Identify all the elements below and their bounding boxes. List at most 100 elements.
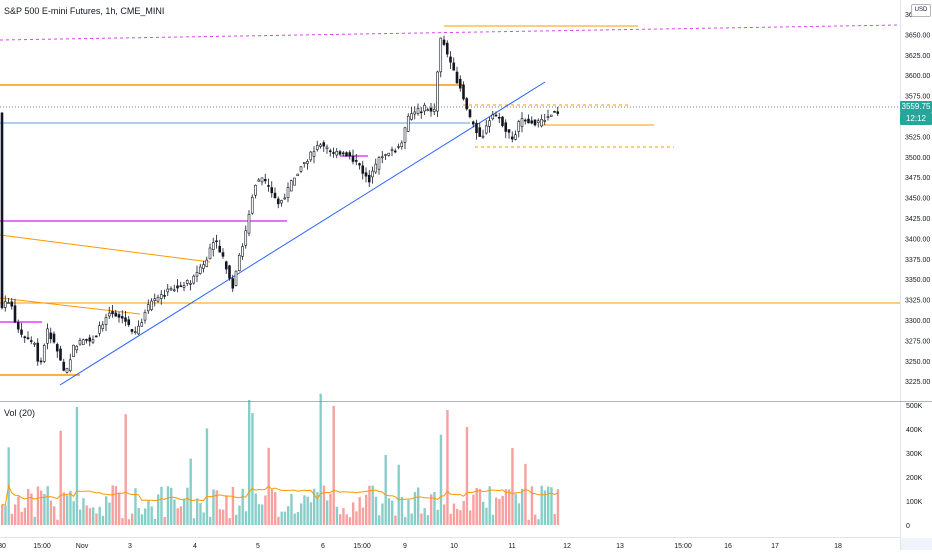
volume-bar: [189, 458, 192, 525]
price-axis[interactable]: 3675.003650.003625.003600.003575.003550.…: [905, 12, 930, 386]
candle-body: [163, 295, 166, 297]
volume-bar: [209, 516, 212, 525]
candle-body: [319, 144, 322, 147]
volume-bar: [485, 507, 488, 525]
volume-bar: [394, 515, 397, 525]
volume-bar: [14, 504, 17, 525]
volume-bar: [306, 496, 309, 525]
candle-body: [20, 329, 23, 335]
candle-body: [75, 345, 79, 351]
volume-tick-label: 400K: [906, 427, 923, 434]
volume-bar: [426, 515, 430, 525]
drawings-layer[interactable]: [0, 24, 901, 386]
volume-bar: [10, 513, 14, 525]
candle-body: [62, 361, 66, 371]
candle-body: [88, 337, 92, 342]
candle-body: [471, 121, 475, 125]
blue-uptrend-line[interactable]: [59, 81, 546, 386]
volume-bar: [166, 486, 170, 525]
volume-bar: [235, 514, 238, 525]
orange-trendline-lower[interactable]: [0, 297, 141, 315]
volume-bar: [404, 517, 407, 525]
volume-bar: [452, 503, 456, 525]
volume-bar: [339, 514, 342, 525]
candle-body: [81, 339, 85, 346]
candle-body: [46, 328, 49, 344]
candle-body: [250, 196, 254, 214]
volume-bar: [46, 486, 49, 525]
candle-body: [403, 127, 407, 143]
volume-bar: [300, 503, 303, 525]
candle-body: [322, 142, 326, 147]
volume-bar: [553, 514, 556, 525]
orange-trendline-descending[interactable]: [0, 234, 211, 263]
volume-bar: [456, 508, 459, 525]
volume-bar: [218, 509, 222, 525]
candle-body: [296, 173, 300, 177]
volume-bar: [20, 511, 23, 525]
volume-bar: [101, 515, 105, 525]
candlestick-series[interactable]: [0, 35, 560, 374]
candle-body: [182, 285, 186, 288]
candle-body: [26, 337, 30, 340]
price-tick-label: 3625.00: [905, 53, 930, 60]
time-tick-label: 16: [724, 543, 732, 550]
volume-bar: [49, 500, 53, 525]
volume-bar: [27, 489, 30, 525]
candle-body: [241, 246, 244, 257]
volume-bar: [517, 503, 521, 525]
volume-legend[interactable]: Vol (20): [4, 408, 36, 418]
volume-tick-label: 200K: [906, 475, 923, 482]
volume-bar: [212, 489, 215, 525]
axis-corner[interactable]: [901, 538, 932, 550]
volume-bar: [85, 505, 88, 525]
volume-bar: [82, 498, 85, 525]
candle-body: [481, 135, 485, 138]
volume-bar: [459, 510, 462, 525]
volume-bar: [69, 490, 72, 525]
magenta-dashed-trendline[interactable]: [0, 24, 901, 41]
volume-bar: [17, 496, 20, 525]
candle-body: [166, 288, 170, 293]
price-tick-label: 3250.00: [905, 359, 930, 366]
volume-bar: [342, 508, 345, 525]
volume-bar: [264, 495, 267, 525]
candle-body: [517, 121, 521, 132]
candle-body: [42, 345, 46, 362]
volume-bar: [446, 409, 449, 525]
currency-badge[interactable]: USD: [911, 4, 931, 17]
time-axis[interactable]: 30 15:00 Nov 3 4 5 6 15:00 9 10 11 12 13 15:00 16 17 18: [0, 543, 842, 550]
volume-bar: [524, 463, 527, 525]
volume-bar: [514, 493, 517, 525]
candle-body: [553, 111, 556, 113]
candle-body: [549, 114, 553, 117]
volume-bar: [280, 511, 283, 525]
volume-bar: [443, 504, 446, 525]
candle-body: [72, 344, 75, 357]
candle-body: [192, 275, 196, 284]
volume-bar: [423, 508, 426, 525]
candle-body: [153, 298, 157, 301]
candle-body: [146, 304, 150, 312]
time-tick-label: 6: [321, 543, 325, 550]
candle-body: [91, 339, 95, 343]
candle-body: [0, 112, 4, 309]
symbol-title[interactable]: S&P 500 E-mini Futures, 1h, CME_MINI: [4, 6, 165, 16]
candle-body: [302, 162, 306, 164]
time-tick-label: 12: [563, 543, 571, 550]
candle-body: [65, 367, 69, 373]
volume-axis[interactable]: 500K 400K 300K 200K 100K 0: [906, 403, 923, 530]
candle-body: [124, 317, 127, 322]
volume-bars[interactable]: [1, 393, 560, 525]
candle-body: [224, 261, 228, 270]
candle-body: [101, 324, 105, 329]
volume-bar: [238, 505, 241, 525]
volume-bar: [371, 485, 374, 525]
candle-body: [484, 125, 488, 134]
volume-bar: [381, 503, 384, 525]
price-tick-label: 3650.00: [905, 32, 930, 39]
candle-body: [179, 285, 183, 288]
candle-body: [387, 152, 391, 156]
volume-bar: [482, 501, 485, 525]
